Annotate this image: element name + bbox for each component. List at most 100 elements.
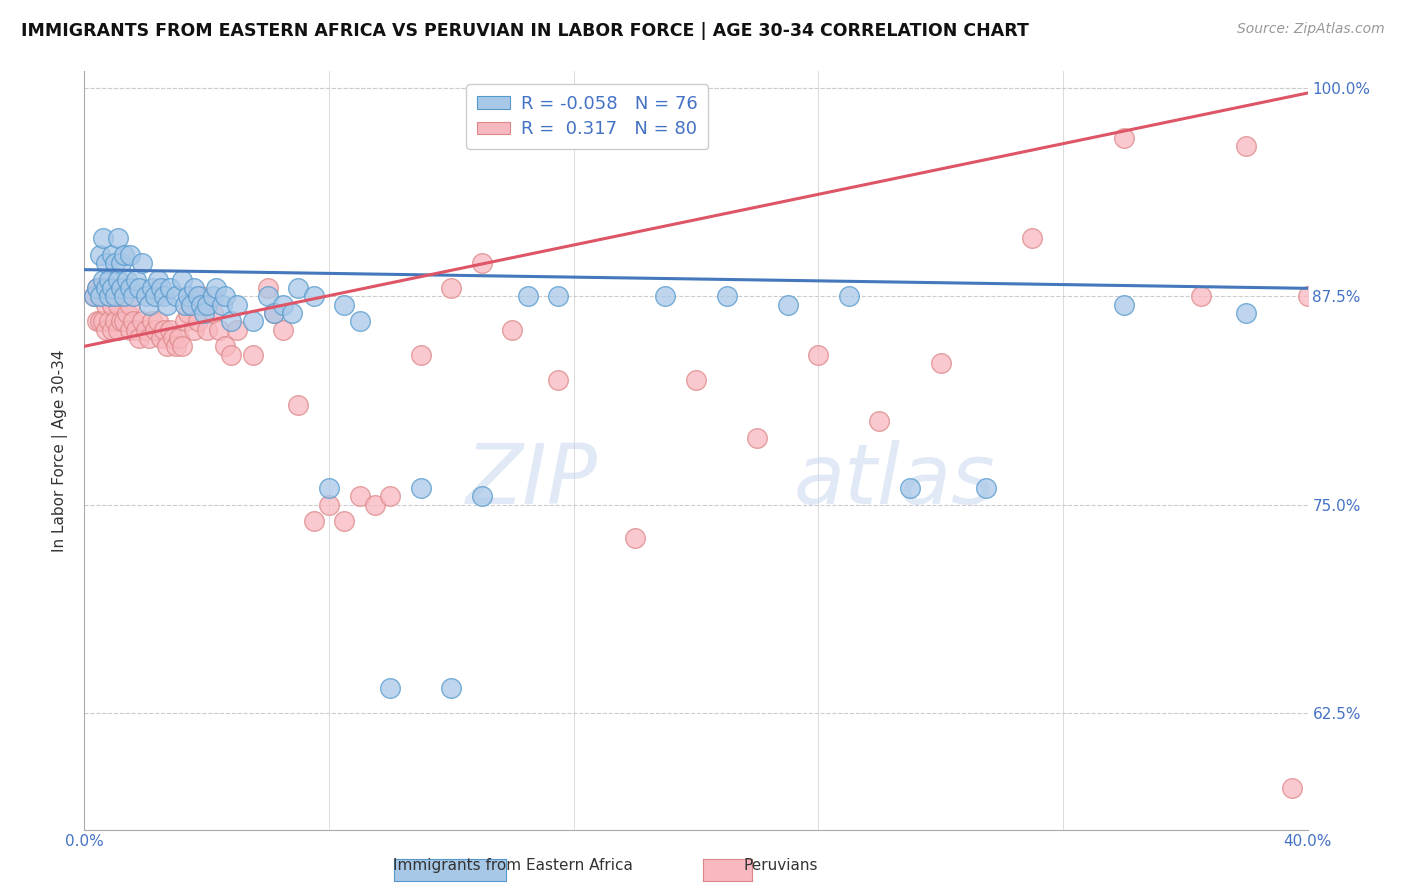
- Point: [1281, 780, 1303, 795]
- Point: [135, 289, 157, 303]
- Point: [471, 489, 494, 503]
- Point: [104, 314, 127, 328]
- Point: [1114, 131, 1136, 145]
- Text: atlas: atlas: [794, 441, 995, 521]
- Point: [135, 323, 157, 337]
- Point: [1189, 289, 1212, 303]
- Point: [159, 323, 181, 337]
- Point: [156, 339, 179, 353]
- Point: [380, 681, 402, 695]
- Point: [128, 281, 150, 295]
- Point: [110, 314, 132, 328]
- Point: [281, 306, 304, 320]
- Point: [94, 323, 117, 337]
- Point: [149, 331, 172, 345]
- Point: [263, 306, 285, 320]
- Point: [138, 331, 160, 345]
- Point: [380, 489, 402, 503]
- Point: [898, 481, 921, 495]
- Point: [440, 281, 463, 295]
- Point: [174, 314, 197, 328]
- Point: [624, 531, 647, 545]
- Point: [547, 373, 569, 387]
- Point: [1114, 298, 1136, 312]
- Point: [302, 514, 325, 528]
- Point: [112, 247, 135, 261]
- Point: [83, 289, 105, 303]
- Point: [516, 289, 538, 303]
- Point: [242, 314, 264, 328]
- Point: [214, 339, 236, 353]
- Point: [547, 289, 569, 303]
- Point: [172, 273, 194, 287]
- Point: [183, 323, 205, 337]
- Point: [86, 314, 108, 328]
- Point: [89, 314, 111, 328]
- Point: [131, 256, 153, 270]
- Point: [120, 247, 142, 261]
- Point: [97, 273, 120, 287]
- Point: [141, 314, 163, 328]
- Point: [149, 281, 172, 295]
- Point: [91, 273, 114, 287]
- Point: [1021, 231, 1043, 245]
- Point: [502, 323, 524, 337]
- Text: Peruvians: Peruvians: [744, 858, 817, 872]
- Point: [186, 289, 208, 303]
- Text: Source: ZipAtlas.com: Source: ZipAtlas.com: [1237, 22, 1385, 37]
- Point: [193, 306, 215, 320]
- Point: [162, 331, 184, 345]
- Point: [776, 298, 799, 312]
- Point: [177, 289, 200, 303]
- Point: [89, 289, 111, 303]
- Point: [201, 306, 224, 320]
- Point: [165, 289, 187, 303]
- Point: [91, 231, 114, 245]
- Point: [349, 489, 371, 503]
- Point: [165, 339, 187, 353]
- Text: ZIP: ZIP: [467, 441, 598, 521]
- Point: [471, 256, 494, 270]
- Point: [177, 306, 200, 320]
- Point: [208, 323, 231, 337]
- Point: [302, 289, 325, 303]
- Point: [271, 323, 294, 337]
- Point: [138, 298, 160, 312]
- Point: [101, 281, 124, 295]
- Point: [211, 298, 233, 312]
- Point: [242, 348, 264, 362]
- Point: [91, 281, 114, 295]
- Point: [180, 298, 202, 312]
- Point: [257, 281, 280, 295]
- Point: [110, 281, 132, 295]
- Point: [120, 298, 142, 312]
- Point: [976, 481, 998, 495]
- Point: [156, 298, 179, 312]
- Point: [101, 247, 124, 261]
- Point: [167, 331, 190, 345]
- Point: [97, 289, 120, 303]
- Point: [716, 289, 738, 303]
- Point: [94, 298, 117, 312]
- Point: [318, 498, 340, 512]
- Point: [115, 306, 138, 320]
- Point: [143, 289, 166, 303]
- Point: [271, 298, 294, 312]
- Point: [186, 314, 208, 328]
- Point: [115, 273, 138, 287]
- Point: [107, 273, 129, 287]
- Point: [349, 314, 371, 328]
- Point: [263, 306, 285, 320]
- Point: [195, 323, 218, 337]
- Point: [201, 289, 224, 303]
- Point: [104, 256, 127, 270]
- Point: [287, 281, 309, 295]
- Point: [131, 314, 153, 328]
- Point: [190, 289, 212, 303]
- Point: [205, 281, 228, 295]
- Point: [153, 289, 176, 303]
- Point: [104, 289, 127, 303]
- Point: [174, 298, 197, 312]
- Point: [122, 289, 145, 303]
- Point: [101, 298, 124, 312]
